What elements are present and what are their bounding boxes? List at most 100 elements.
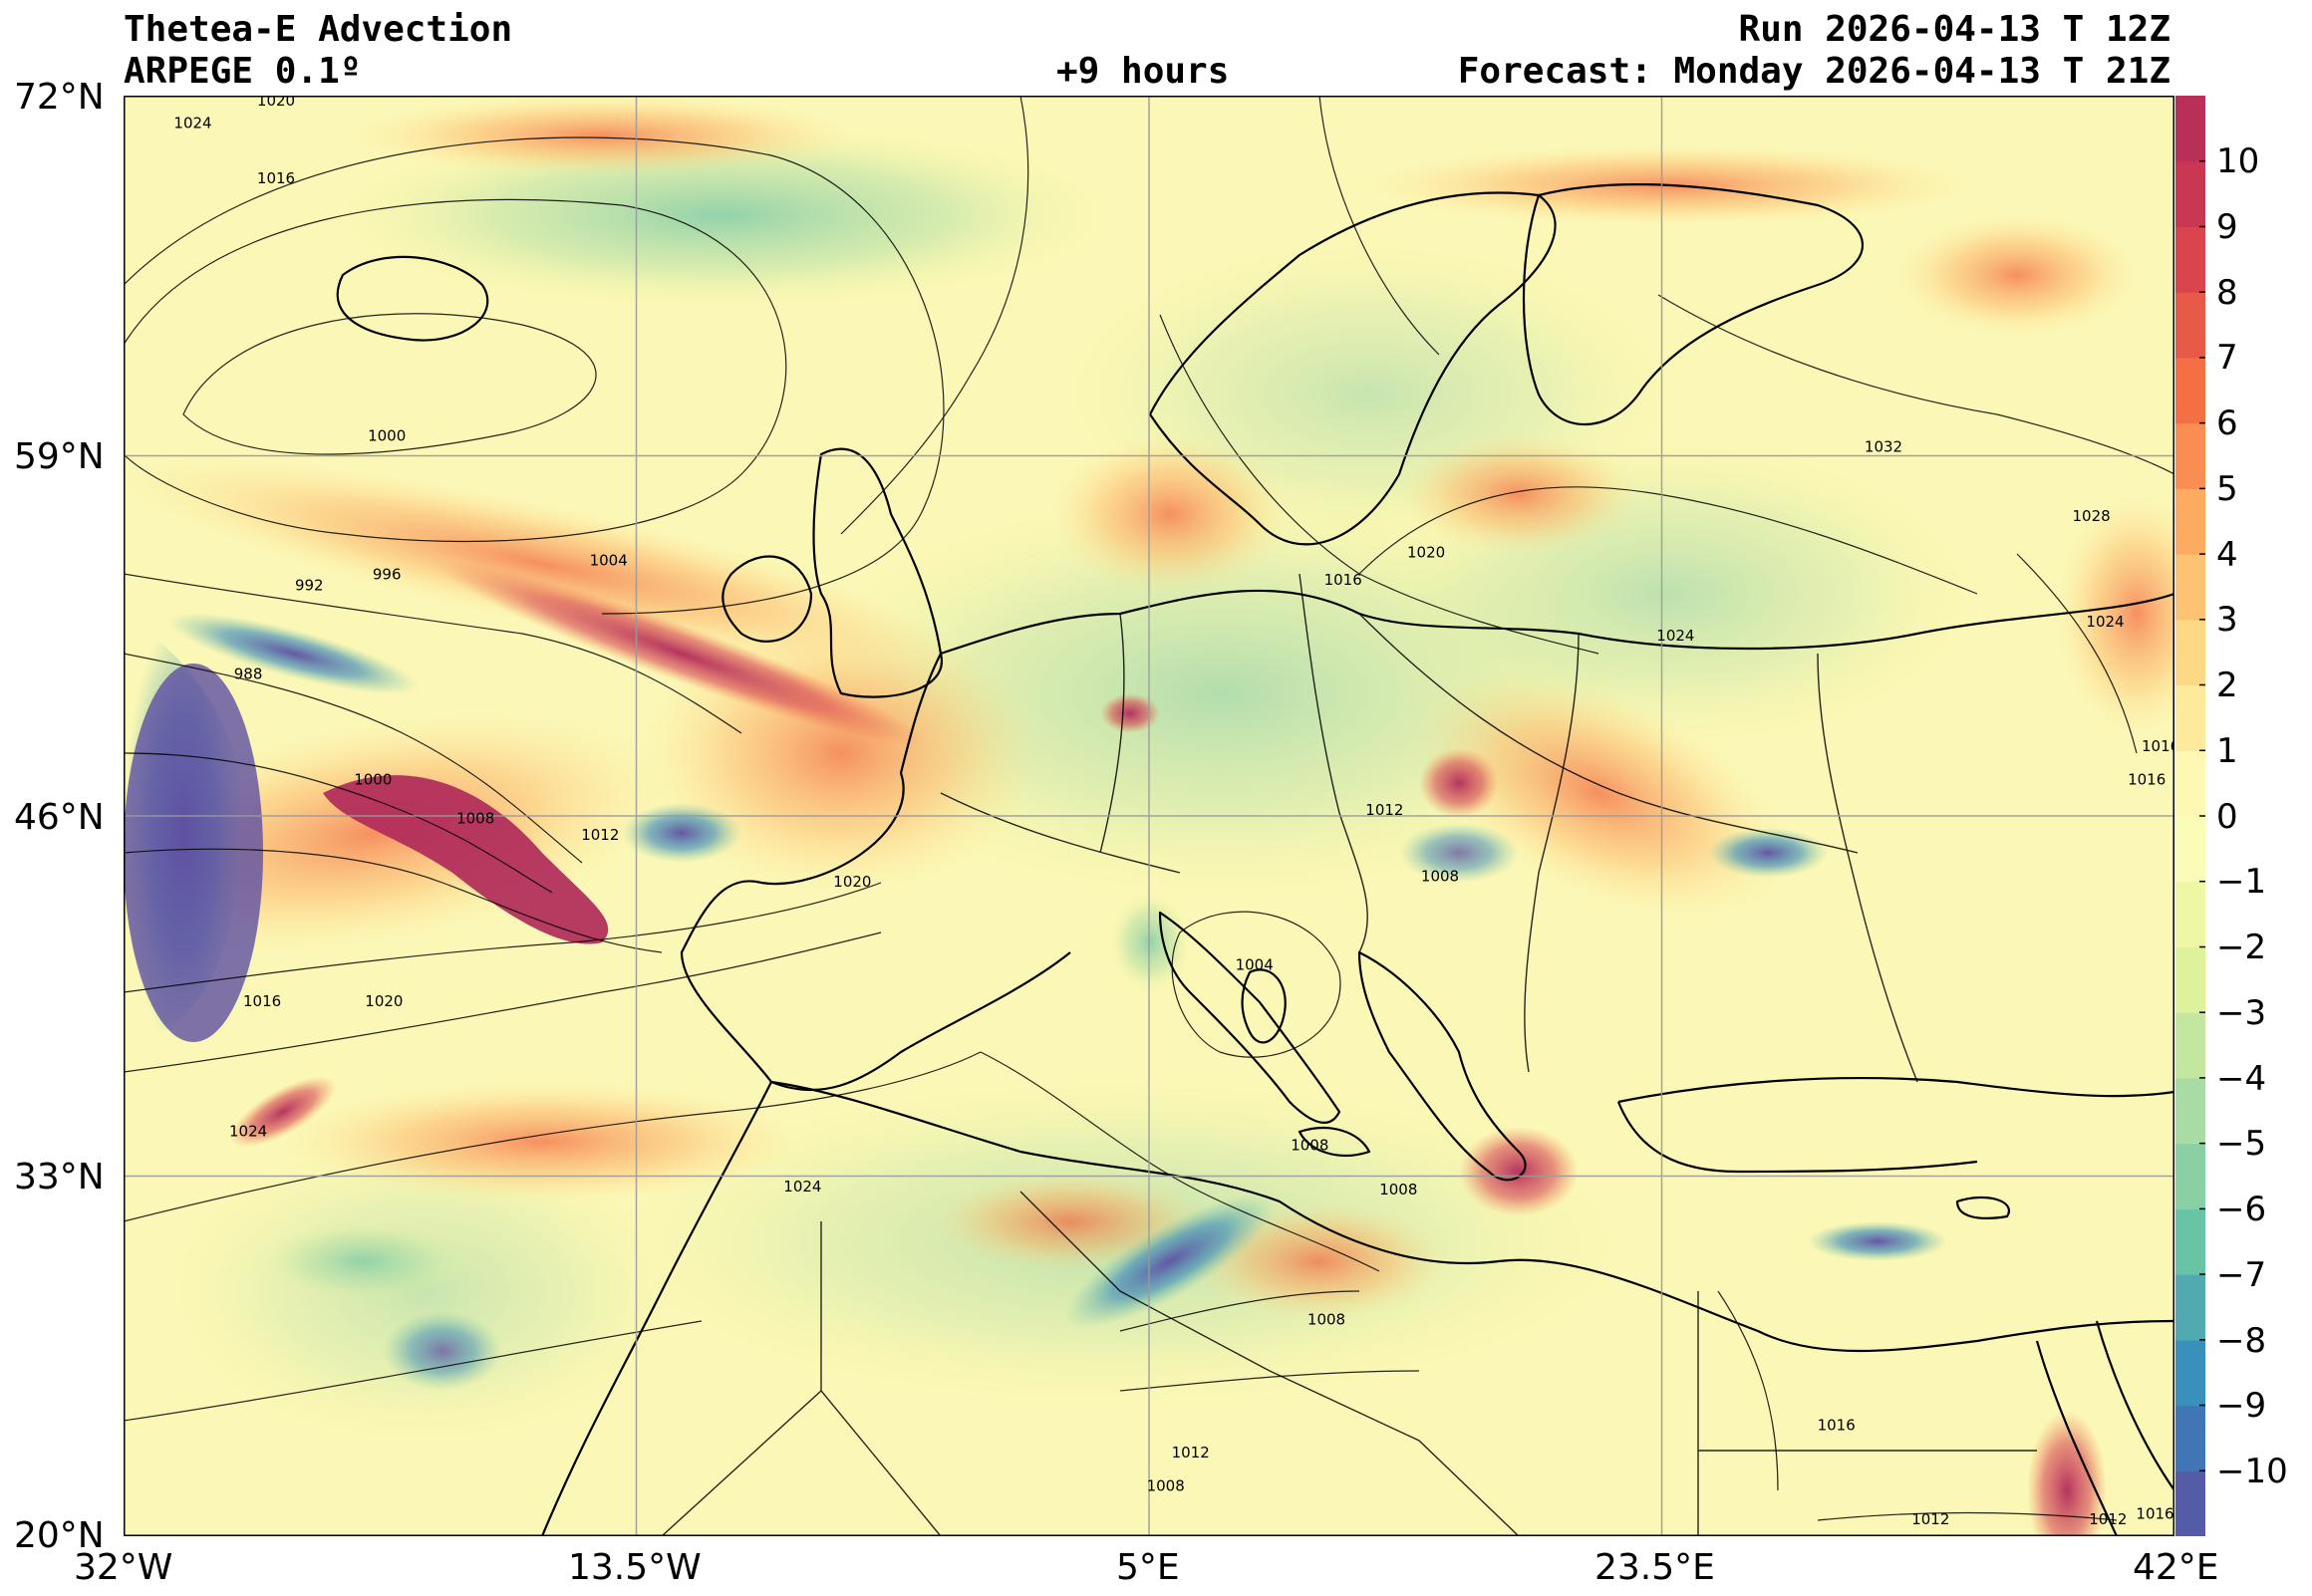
colorbar-swatch xyxy=(2175,684,2205,751)
isobar-label: 1012 xyxy=(1172,1444,1210,1462)
isobar-label: 1004 xyxy=(1236,956,1274,974)
isobar-label: 1016 xyxy=(1818,1416,1856,1434)
isobar-label: 996 xyxy=(373,566,402,584)
isobar-label: 1016 xyxy=(2142,737,2174,755)
colorbar-tick-minus-1: −1 xyxy=(2216,862,2267,902)
colorbar-tick-9: 9 xyxy=(2216,207,2238,247)
lon-label-13.5w: 13.5°W xyxy=(568,1547,702,1588)
theta-e-advection-map: 1024 1020 1016 1000 1004 996 992 988 1000 1008 101… xyxy=(77,92,2216,1570)
colorbar-tick-minus-6: −6 xyxy=(2216,1190,2267,1229)
lat-label-33n: 33°N xyxy=(14,1157,105,1197)
colorbar-swatch xyxy=(2175,1208,2205,1275)
colorbar-tick-minus-10: −10 xyxy=(2216,1452,2288,1491)
lon-label-32w: 32°W xyxy=(74,1547,173,1588)
colorbar-swatch xyxy=(2175,96,2205,162)
isobar-label: 1016 xyxy=(243,992,281,1010)
lon-label-5e: 5°E xyxy=(1116,1547,1180,1588)
run-label: Run 2026-04-13 T 12Z xyxy=(1738,9,2170,50)
isobar-label: 1008 xyxy=(456,809,494,827)
colorbar-swatch xyxy=(2175,554,2205,621)
isobar-label: 1024 xyxy=(2086,613,2124,631)
isobar-label: 1008 xyxy=(1147,1476,1185,1494)
isobar-label: 992 xyxy=(295,577,324,595)
isobar-labels: 1024 1020 1016 1000 1004 996 992 988 1000 1008 101… xyxy=(173,92,2179,1528)
colorbar-tick-8: 8 xyxy=(2216,273,2238,313)
isobar-label: 1008 xyxy=(1379,1181,1417,1198)
colorbar-swatch xyxy=(2175,1470,2205,1537)
map-title: Thetea-E Advection xyxy=(124,9,513,50)
colorbar-swatch xyxy=(2175,1339,2205,1407)
lon-label-23.5e: 23.5°E xyxy=(1594,1547,1715,1588)
colorbar-tick-3: 3 xyxy=(2216,600,2238,640)
advection-field xyxy=(77,96,2216,1570)
isobar-label: 1024 xyxy=(173,114,211,132)
colorbar-swatch xyxy=(2175,1405,2205,1471)
colorbar-tick-6: 6 xyxy=(2216,403,2238,443)
isobar-label: 1008 xyxy=(1307,1311,1345,1329)
colorbar-tick-2: 2 xyxy=(2216,665,2238,705)
colorbar-tick-minus-8: −8 xyxy=(2216,1321,2267,1361)
lat-label-46n: 46°N xyxy=(14,797,105,838)
isobar-label: 1032 xyxy=(1865,438,1902,456)
isobar-label: 1024 xyxy=(783,1178,821,1196)
isobar-label: 1020 xyxy=(257,96,295,110)
colorbar-tick-1: 1 xyxy=(2216,731,2238,771)
isobar-label: 1016 xyxy=(1324,571,1362,589)
isobar-label: 1000 xyxy=(354,770,392,788)
graticule xyxy=(124,96,2174,1536)
isobar-label: 1024 xyxy=(1656,627,1694,645)
lat-label-20n: 20°N xyxy=(14,1515,105,1556)
isobar-label: 1016 xyxy=(2136,1504,2173,1522)
colorbar-tick-minus-3: −3 xyxy=(2216,993,2267,1033)
forecast-label: Forecast: Monday 2026-04-13 T 21Z xyxy=(1457,51,2170,92)
colorbar-tick-minus-2: −2 xyxy=(2216,928,2267,967)
isobar-label: 1024 xyxy=(229,1123,267,1141)
colorbar-swatch xyxy=(2175,619,2205,686)
colorbar-swatch xyxy=(2175,1077,2205,1145)
colorbar-swatch xyxy=(2175,816,2205,883)
isobar-label: 1012 xyxy=(1365,801,1403,819)
colorbar-tick-4: 4 xyxy=(2216,535,2238,575)
colorbar-swatch xyxy=(2175,750,2205,817)
isobar-label: 1020 xyxy=(365,992,403,1010)
colorbar-swatch xyxy=(2175,1012,2205,1079)
colorbar-tick-minus-7: −7 xyxy=(2216,1255,2267,1295)
isobar-label: 1020 xyxy=(1407,543,1445,561)
colorbar-tick-minus-5: −5 xyxy=(2216,1124,2267,1164)
colorbar-tick-minus-4: −4 xyxy=(2216,1059,2267,1099)
colorbar-swatch xyxy=(2175,160,2205,228)
isobar-label: 1016 xyxy=(2128,770,2166,788)
isobar-label: 1004 xyxy=(590,552,628,570)
lat-label-72n: 72°N xyxy=(14,77,105,118)
colorbar-tick-10: 10 xyxy=(2216,141,2260,181)
isobar-label: 1028 xyxy=(2073,507,2111,525)
colorbar-swatch xyxy=(2175,1143,2205,1209)
map-panel: 1024 1020 1016 1000 1004 996 992 988 1000 1008 101… xyxy=(77,92,2216,1570)
lon-label-42e: 42°E xyxy=(2133,1547,2219,1588)
isobar-label: 1008 xyxy=(1421,868,1459,886)
colorbar-swatch xyxy=(2175,357,2205,424)
lead-time-label: +9 hours xyxy=(1056,51,1230,92)
isobar-label: 1012 xyxy=(581,826,619,844)
colorbar-swatch xyxy=(2175,226,2205,293)
colorbar xyxy=(2175,96,2205,1537)
isobar-label: 1008 xyxy=(1291,1136,1328,1154)
isobar-label: 1012 xyxy=(1911,1510,1949,1528)
colorbar-swatches xyxy=(2175,96,2205,1537)
isobar-label: 1000 xyxy=(368,427,406,445)
colorbar-tick-7: 7 xyxy=(2216,338,2238,378)
colorbar-swatch xyxy=(2175,488,2205,555)
colorbar-swatch xyxy=(2175,422,2205,489)
isobar-label: 1020 xyxy=(833,873,871,891)
isobar-label: 1016 xyxy=(257,169,295,187)
map-border xyxy=(123,95,2175,1537)
isobars xyxy=(123,95,2175,1521)
colorbar-swatch xyxy=(2175,1274,2205,1341)
colorbar-swatch xyxy=(2175,292,2205,359)
colorbar-swatch xyxy=(2175,881,2205,948)
coastlines xyxy=(336,183,2175,1537)
isobar-label: 988 xyxy=(234,665,263,683)
lat-label-59n: 59°N xyxy=(14,436,105,477)
model-label: ARPEGE 0.1º xyxy=(124,51,362,92)
colorbar-tick-5: 5 xyxy=(2216,469,2238,509)
